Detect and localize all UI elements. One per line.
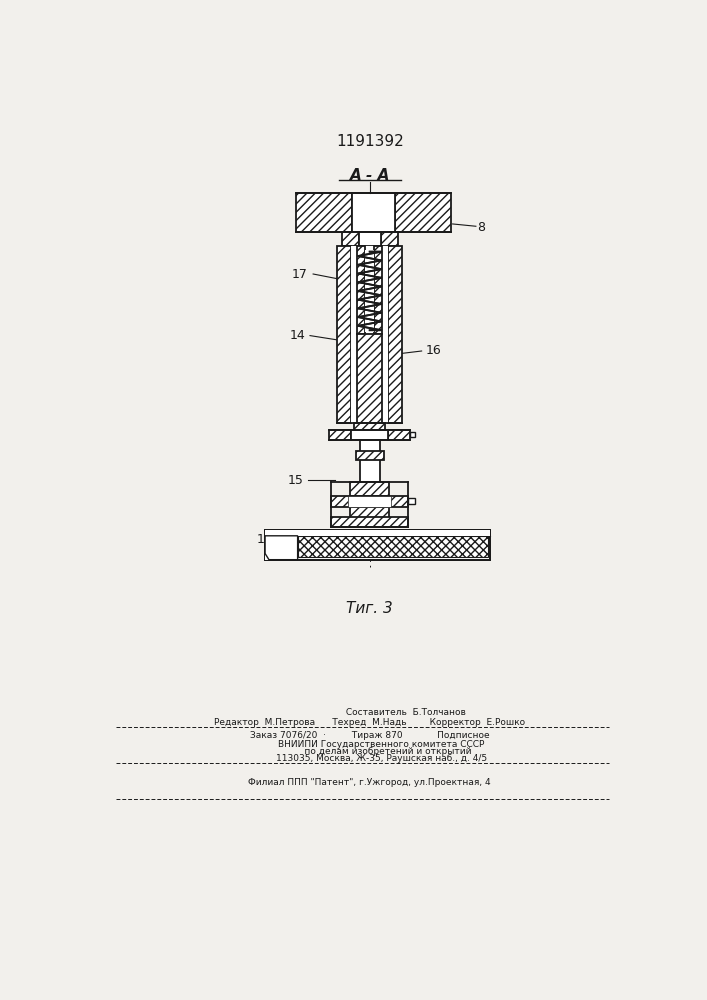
Text: Заказ 7076/20  ·         Тираж 870            Подписное: Заказ 7076/20 · Тираж 870 Подписное xyxy=(250,732,489,740)
Text: 8: 8 xyxy=(477,221,486,234)
Text: Редактор  М.Петрова      Техред  М.Надь        Корректор  Е.Рошко: Редактор М.Петрова Техред М.Надь Коррект… xyxy=(214,718,525,727)
Text: ВНИИПИ Государственного комитета СССР: ВНИИПИ Государственного комитета СССР xyxy=(255,740,484,749)
Text: 113035, Москва, Ж-35, Раушская наб., д. 4/5: 113035, Москва, Ж-35, Раушская наб., д. … xyxy=(252,754,486,763)
Bar xyxy=(352,193,395,232)
Bar xyxy=(298,533,488,557)
Text: Филиал ППП "Патент", г.Ужгород, ул.Проектная, 4: Филиал ППП "Патент", г.Ужгород, ул.Проек… xyxy=(248,778,491,787)
Bar xyxy=(365,250,374,332)
Bar xyxy=(341,232,359,246)
Bar xyxy=(329,430,351,440)
Bar xyxy=(380,232,397,246)
Bar xyxy=(409,498,414,504)
Text: A - A: A - A xyxy=(349,168,390,183)
Bar xyxy=(298,533,488,557)
Bar xyxy=(395,193,451,232)
Text: 17: 17 xyxy=(292,267,308,280)
Bar xyxy=(351,430,388,440)
Text: 13: 13 xyxy=(257,533,273,546)
Bar xyxy=(356,451,384,460)
Text: 15: 15 xyxy=(288,474,304,487)
Polygon shape xyxy=(265,536,298,560)
Bar xyxy=(337,246,351,423)
Bar xyxy=(265,530,298,560)
Bar xyxy=(351,246,388,423)
Bar xyxy=(359,232,380,246)
Text: 16: 16 xyxy=(426,344,441,358)
Bar xyxy=(360,440,380,482)
Bar xyxy=(348,496,392,507)
Bar xyxy=(331,496,409,507)
Bar xyxy=(374,246,382,334)
Bar xyxy=(357,246,365,334)
Bar xyxy=(357,334,382,423)
Text: 14: 14 xyxy=(290,329,305,342)
Bar xyxy=(265,530,490,560)
Bar xyxy=(265,530,490,536)
Bar xyxy=(348,497,392,505)
Text: 1191392: 1191392 xyxy=(336,134,404,149)
Bar xyxy=(388,246,402,423)
Bar xyxy=(354,423,385,430)
Bar xyxy=(410,432,416,437)
Text: Τиг. 3: Τиг. 3 xyxy=(346,601,393,616)
Text: 19: 19 xyxy=(445,541,461,554)
Text: Составитель  Б.Толчанов: Составитель Б.Толчанов xyxy=(274,708,466,717)
Text: по делам изобретений и открытий: по делам изобретений и открытий xyxy=(267,747,472,756)
Bar xyxy=(331,517,409,527)
Bar xyxy=(351,507,389,527)
Bar xyxy=(351,482,389,496)
Bar xyxy=(296,193,352,232)
Bar xyxy=(388,430,410,440)
